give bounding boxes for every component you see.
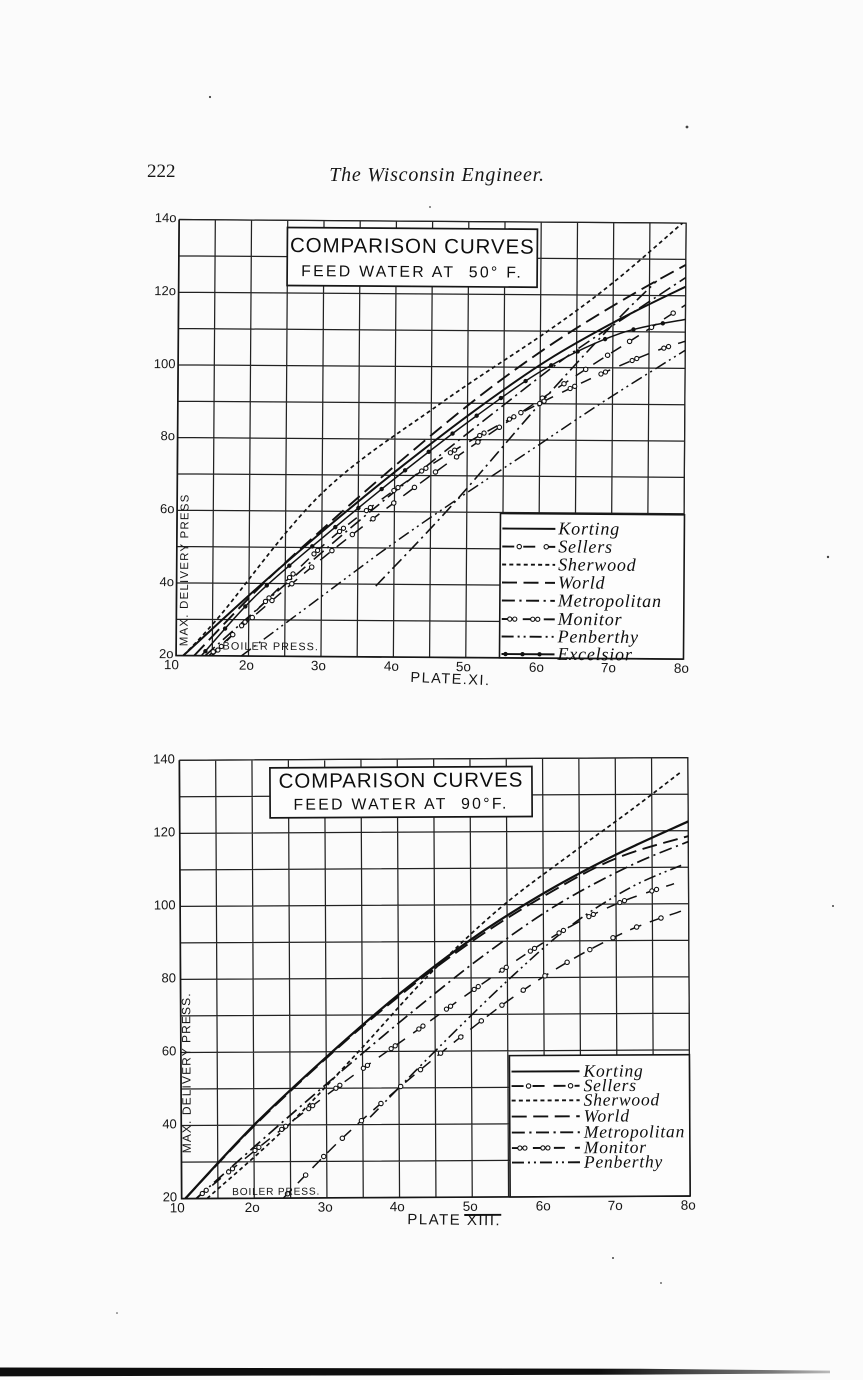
svg-text:The Wisconsin Engineer.: The Wisconsin Engineer. bbox=[329, 164, 545, 186]
svg-text:MAX. DELIVERY PRESS: MAX. DELIVERY PRESS bbox=[179, 493, 192, 646]
svg-text:BOILER PRESS.: BOILER PRESS. bbox=[232, 1187, 320, 1198]
svg-text:MAX. DELIVERY PRESS.: MAX. DELIVERY PRESS. bbox=[179, 992, 194, 1153]
svg-text:Sellers: Sellers bbox=[584, 1075, 637, 1095]
svg-text:12o: 12o bbox=[154, 283, 176, 298]
svg-text:120: 120 bbox=[153, 824, 175, 839]
svg-text:10: 10 bbox=[164, 657, 179, 672]
svg-text:Sellers: Sellers bbox=[558, 536, 613, 556]
svg-text:80: 80 bbox=[161, 970, 176, 985]
svg-text:FEED WATER AT 50° F.: FEED WATER AT 50° F. bbox=[301, 263, 523, 282]
svg-text:14o: 14o bbox=[155, 210, 177, 225]
svg-text:Sherwood: Sherwood bbox=[584, 1089, 661, 1109]
svg-text:6o: 6o bbox=[529, 660, 544, 675]
svg-text:2o: 2o bbox=[245, 1200, 260, 1215]
svg-text:40: 40 bbox=[162, 1116, 177, 1131]
svg-text:8o: 8o bbox=[674, 661, 689, 676]
svg-text:PLATE XIII.: PLATE XIII. bbox=[407, 1211, 501, 1229]
svg-text:Penberthy: Penberthy bbox=[583, 1151, 663, 1171]
svg-text:8o: 8o bbox=[160, 428, 175, 443]
svg-text:2o: 2o bbox=[239, 658, 254, 673]
svg-text:World: World bbox=[558, 572, 606, 592]
svg-text:Metropolitan: Metropolitan bbox=[583, 1121, 685, 1142]
svg-text:Monitor: Monitor bbox=[583, 1137, 647, 1157]
svg-text:Metropolitan: Metropolitan bbox=[557, 590, 662, 611]
svg-text:20: 20 bbox=[163, 1189, 178, 1204]
svg-text:Korting: Korting bbox=[582, 1060, 643, 1080]
svg-text:5o: 5o bbox=[456, 659, 471, 674]
svg-text:4o: 4o bbox=[384, 659, 399, 674]
svg-text:Excelsior: Excelsior bbox=[556, 644, 633, 665]
svg-text:COMPARISON CURVES: COMPARISON CURVES bbox=[279, 769, 524, 793]
svg-text:8o: 8o bbox=[681, 1198, 696, 1213]
svg-text:BOILER PRESS.: BOILER PRESS. bbox=[223, 641, 320, 654]
svg-text:7o: 7o bbox=[608, 1198, 623, 1213]
svg-text:6o: 6o bbox=[160, 501, 175, 516]
svg-text:60: 60 bbox=[162, 1043, 177, 1058]
svg-text:100: 100 bbox=[154, 897, 176, 912]
svg-text:COMPARISON CURVES: COMPARISON CURVES bbox=[290, 234, 535, 259]
svg-text:4o: 4o bbox=[390, 1199, 405, 1214]
svg-text:3o: 3o bbox=[311, 658, 326, 673]
svg-text:140: 140 bbox=[153, 751, 175, 766]
svg-text:3o: 3o bbox=[318, 1200, 333, 1215]
svg-text:222: 222 bbox=[147, 161, 176, 182]
svg-text:10: 10 bbox=[170, 1200, 185, 1215]
svg-text:Penberthy: Penberthy bbox=[557, 626, 639, 647]
svg-text:6o: 6o bbox=[536, 1198, 551, 1213]
svg-text:2o: 2o bbox=[159, 646, 174, 661]
svg-text:FEED WATER AT 90°F.: FEED WATER AT 90°F. bbox=[293, 796, 508, 814]
svg-text:5o: 5o bbox=[463, 1199, 478, 1214]
svg-text:4o: 4o bbox=[159, 574, 174, 589]
svg-text:PLATE.XI.: PLATE.XI. bbox=[410, 670, 491, 689]
svg-text:7o: 7o bbox=[601, 660, 616, 675]
svg-text:World: World bbox=[584, 1105, 630, 1125]
svg-text:Sherwood: Sherwood bbox=[558, 554, 637, 575]
svg-text:100: 100 bbox=[154, 356, 176, 371]
svg-text:Korting: Korting bbox=[557, 518, 620, 538]
svg-text:Monitor: Monitor bbox=[557, 609, 623, 629]
